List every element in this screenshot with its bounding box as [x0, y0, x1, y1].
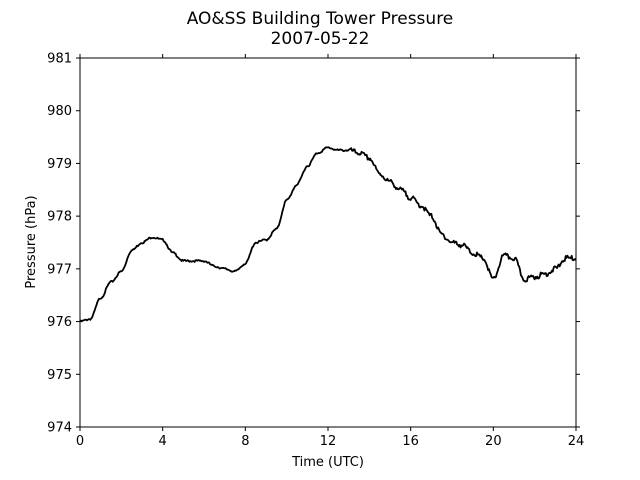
- x-tick-label: 24: [568, 434, 585, 449]
- y-axis-label: Pressure (hPa): [24, 195, 39, 288]
- y-tick-label: 975: [47, 368, 72, 383]
- plot-area: [79, 57, 577, 428]
- x-tick-label: 0: [76, 434, 84, 449]
- x-tick-label: 20: [485, 434, 502, 449]
- chart-title: AO&SS Building Tower Pressure: [187, 9, 454, 29]
- y-tick-label: 979: [47, 157, 72, 172]
- y-tick-label: 981: [47, 52, 72, 67]
- y-tick-label: 976: [47, 315, 72, 330]
- pressure-series-line: [79, 146, 577, 323]
- y-tick-label: 980: [47, 104, 72, 119]
- x-axis-ticks: 0 4 8 12 16 20 24: [76, 54, 584, 449]
- x-axis-label: Time (UTC): [291, 455, 364, 470]
- y-tick-label: 977: [47, 262, 72, 277]
- x-tick-label: 12: [320, 434, 337, 449]
- y-tick-label: 978: [47, 210, 72, 225]
- y-axis-ticks: 974 975 976 977 978 979 980 981: [47, 52, 580, 436]
- x-tick-label: 4: [159, 434, 167, 449]
- x-tick-label: 8: [241, 434, 249, 449]
- series-layer: [79, 146, 577, 323]
- chart-subtitle: 2007-05-22: [271, 29, 370, 49]
- x-tick-label: 16: [402, 434, 419, 449]
- y-tick-label: 974: [47, 421, 72, 436]
